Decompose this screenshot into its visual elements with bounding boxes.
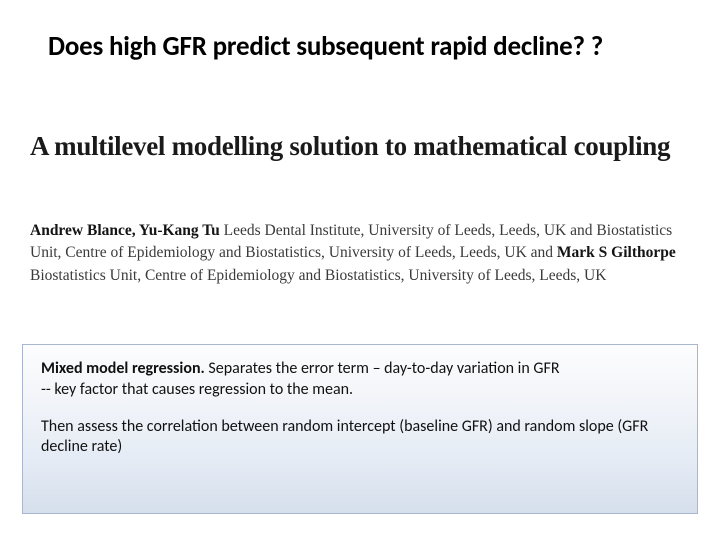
- callout-line2: -- key factor that causes regression to …: [41, 380, 353, 399]
- author-affil-2: Biostatistics Unit, Centre of Epidemiolo…: [30, 267, 606, 284]
- callout-line-1: Mixed model regression. Separates the er…: [41, 359, 679, 401]
- callout-line3: Then assess the correlation between rand…: [41, 417, 679, 459]
- paper-authors: Andrew Blance, Yu-Kang Tu Leeds Dental I…: [30, 220, 690, 287]
- callout-box: Mixed model regression. Separates the er…: [22, 344, 698, 514]
- slide-heading: Does high GFR predict subsequent rapid d…: [48, 30, 672, 63]
- presentation-slide: Does high GFR predict subsequent rapid d…: [0, 0, 720, 540]
- author-name-1: Andrew Blance, Yu-Kang Tu: [30, 222, 220, 239]
- author-name-2: Mark S Gilthorpe: [557, 244, 676, 261]
- callout-line1-bold: Mixed model regression.: [41, 359, 205, 378]
- paper-title: A multilevel modelling solution to mathe…: [30, 130, 690, 164]
- callout-line1-rest: Separates the error term – day-to-day va…: [205, 359, 560, 378]
